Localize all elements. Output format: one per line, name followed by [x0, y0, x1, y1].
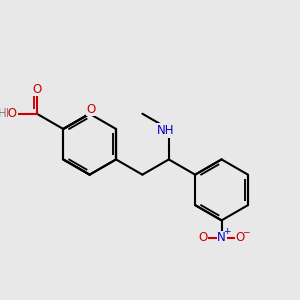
Text: NH: NH [157, 124, 174, 137]
Text: O: O [198, 231, 207, 244]
Text: HO: HO [0, 107, 18, 120]
Text: O: O [32, 82, 41, 96]
Text: +: + [223, 227, 230, 236]
Text: N: N [217, 231, 226, 244]
Text: −: − [242, 227, 249, 236]
Text: H: H [0, 107, 6, 120]
Text: O: O [236, 231, 245, 244]
Text: O: O [86, 103, 96, 116]
